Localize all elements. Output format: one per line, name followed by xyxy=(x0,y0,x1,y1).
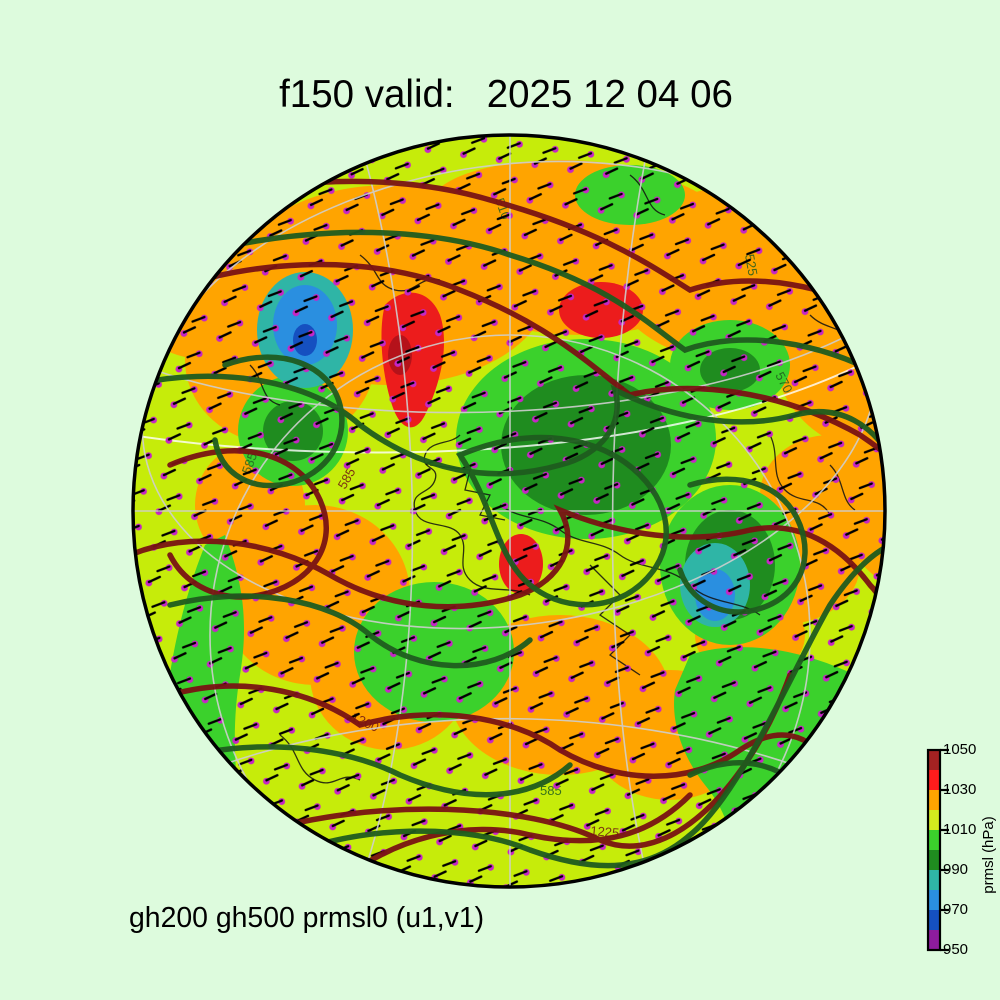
svg-text:gh200 gh500 prmsl0 (u1,v1): gh200 gh500 prmsl0 (u1,v1) xyxy=(129,902,484,934)
svg-text:prmsl (hPa): prmsl (hPa) xyxy=(980,816,997,894)
svg-text:1010: 1010 xyxy=(943,821,976,838)
svg-text:1050: 1050 xyxy=(943,741,976,758)
svg-text:f150 valid: 2025 12 04 06: f150 valid: 2025 12 04 06 xyxy=(279,73,733,116)
svg-text:970: 970 xyxy=(943,901,968,918)
svg-text:990: 990 xyxy=(943,861,968,878)
svg-text:1030: 1030 xyxy=(943,781,976,798)
svg-text:950: 950 xyxy=(943,941,968,958)
